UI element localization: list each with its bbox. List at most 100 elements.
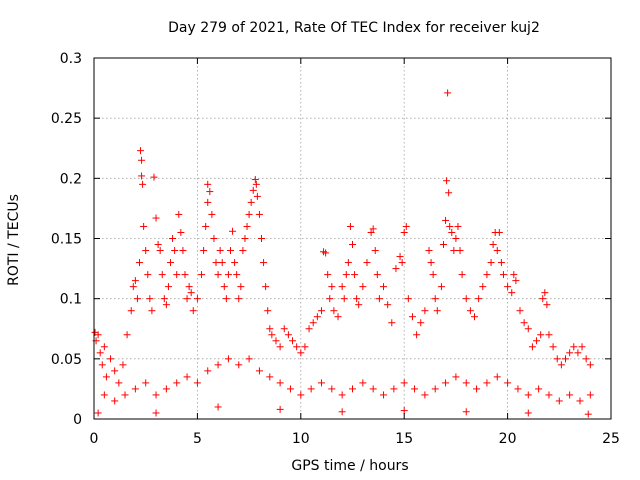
data-point: [214, 271, 222, 279]
data-point: [439, 241, 447, 249]
data-point: [245, 355, 253, 363]
data-point: [164, 283, 172, 291]
data-point: [280, 325, 288, 333]
data-point: [359, 283, 367, 291]
data-point: [338, 391, 346, 399]
data-point: [433, 307, 441, 315]
data-point: [574, 349, 582, 357]
data-point: [363, 259, 371, 267]
data-point: [328, 283, 336, 291]
data-point: [183, 373, 191, 381]
data-point: [102, 373, 110, 381]
data-point: [241, 235, 249, 242]
data-point: [495, 228, 503, 236]
data-point: [247, 198, 255, 206]
data-point: [266, 373, 274, 381]
data-point: [276, 343, 284, 351]
data-point: [417, 319, 425, 327]
axis-ticks: 0 5 10 15 20 25 0 0.05 0.1 0.15 0.2 0.25 0.3: [51, 51, 620, 447]
data-point: [557, 361, 565, 369]
data-point: [94, 331, 102, 339]
data-point: [413, 331, 421, 339]
data-point: [582, 355, 590, 363]
data-point: [533, 337, 541, 345]
data-points: [91, 89, 594, 418]
data-point: [189, 307, 197, 315]
data-point: [427, 259, 435, 267]
data-point: [330, 307, 338, 315]
data-point: [94, 409, 102, 417]
data-point: [483, 271, 491, 279]
data-point: [388, 319, 396, 327]
data-point: [214, 361, 222, 369]
data-point: [175, 210, 183, 218]
data-point: [493, 247, 501, 255]
data-point: [258, 235, 266, 242]
data-point: [152, 409, 160, 417]
data-point: [135, 259, 143, 267]
data-point: [146, 295, 154, 303]
data-point: [111, 397, 119, 405]
data-point: [152, 214, 160, 222]
data-point: [142, 247, 150, 255]
data-point: [462, 379, 470, 387]
y-tick-label: 0.25: [51, 111, 82, 127]
data-point: [516, 307, 524, 315]
data-point: [224, 355, 232, 363]
data-point: [489, 241, 497, 249]
data-point: [539, 295, 547, 303]
data-point: [317, 379, 325, 387]
data-point: [156, 247, 164, 255]
data-point: [251, 176, 259, 184]
data-point: [222, 295, 230, 303]
data-point: [349, 385, 356, 393]
data-point: [235, 361, 243, 369]
data-point: [187, 289, 195, 297]
data-point: [173, 379, 181, 387]
data-point: [421, 307, 429, 315]
data-point: [293, 343, 301, 351]
data-point: [411, 385, 419, 393]
data-point: [255, 367, 263, 375]
data-point: [210, 235, 218, 242]
data-point: [204, 180, 212, 188]
x-tick-label: 5: [193, 431, 202, 447]
data-point: [369, 385, 377, 393]
data-point: [421, 391, 429, 399]
data-point: [220, 283, 228, 291]
data-point: [497, 259, 505, 267]
y-tick-label: 0.1: [60, 292, 82, 308]
y-tick-label: 0.3: [60, 51, 82, 67]
y-tick-label: 0: [73, 412, 82, 428]
data-point: [301, 343, 309, 351]
data-point: [475, 295, 483, 303]
data-point: [408, 313, 416, 321]
data-point: [140, 222, 148, 230]
y-axis-label: ROTI / TECUs: [6, 194, 22, 286]
grid-lines: [94, 58, 611, 419]
data-point: [524, 391, 532, 399]
data-point: [346, 222, 354, 230]
data-point: [202, 222, 210, 230]
data-point: [111, 367, 119, 375]
data-point: [562, 355, 570, 363]
data-point: [206, 188, 214, 196]
data-point: [442, 216, 450, 224]
data-point: [543, 301, 551, 309]
data-point: [390, 385, 398, 393]
data-point: [167, 259, 175, 267]
data-point: [471, 313, 479, 321]
data-point: [351, 271, 359, 279]
data-point: [322, 249, 330, 257]
data-point: [504, 379, 512, 387]
data-point: [454, 222, 462, 230]
data-point: [384, 301, 392, 309]
data-point: [443, 177, 451, 185]
data-point: [266, 325, 274, 333]
data-point: [479, 283, 487, 291]
data-point: [400, 228, 408, 236]
data-point: [229, 227, 237, 235]
chart-title: Day 279 of 2021, Rate Of TEC Index for r…: [168, 20, 540, 36]
data-point: [555, 397, 563, 405]
data-point: [545, 331, 553, 339]
